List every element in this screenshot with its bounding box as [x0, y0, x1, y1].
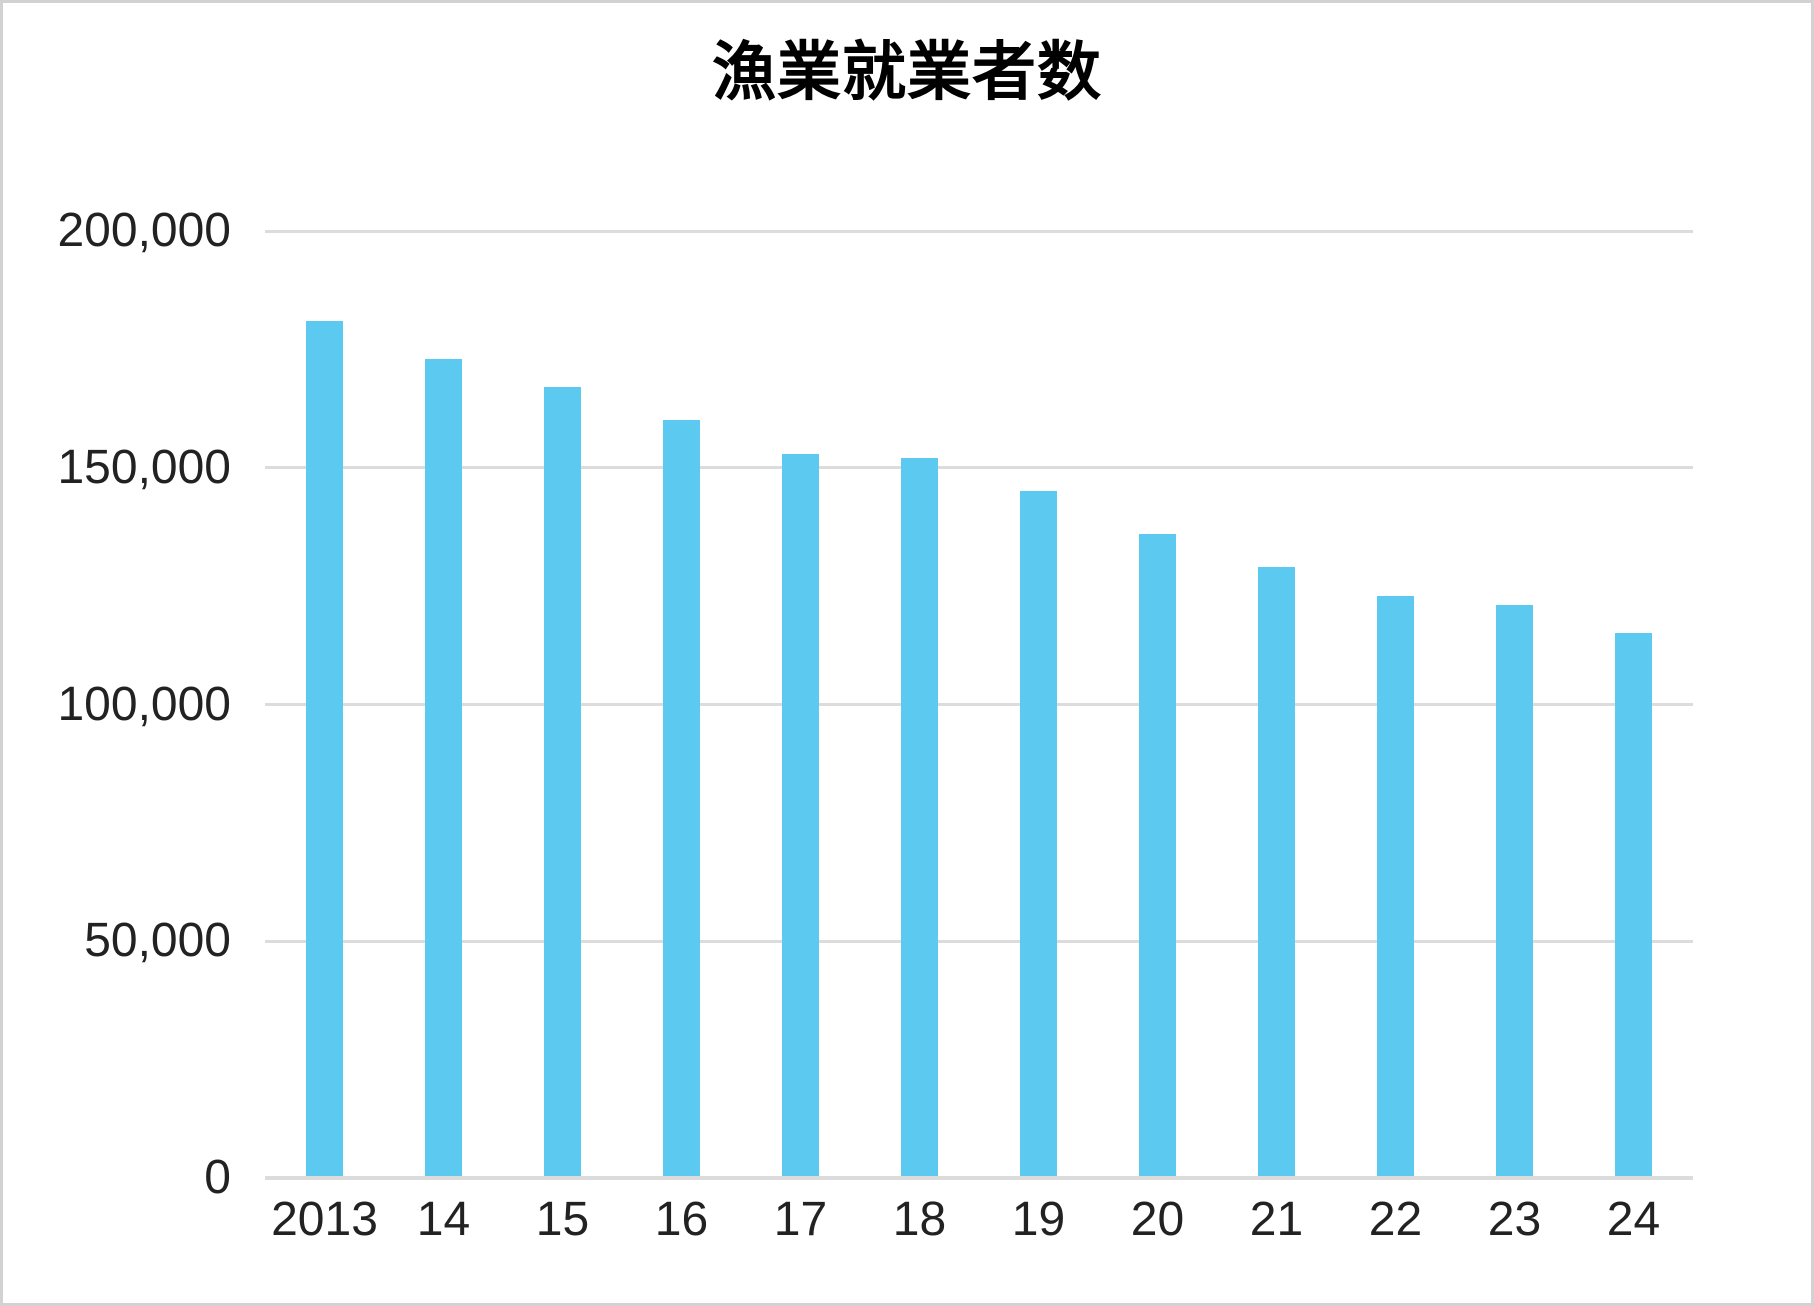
- x-tick-label-14: 14: [416, 1193, 471, 1246]
- x-tick-label-21: 21: [1249, 1193, 1304, 1246]
- x-tick-label-17: 17: [773, 1193, 828, 1246]
- bar-21: [1258, 567, 1295, 1178]
- bar-16: [663, 420, 700, 1178]
- bar-18: [901, 458, 938, 1178]
- gridline-150000: [265, 466, 1693, 470]
- y-tick-label-100000: 100,000: [57, 677, 231, 731]
- x-tick-label-20: 20: [1130, 1193, 1185, 1246]
- gridline-50000: [265, 939, 1693, 943]
- gridline-200000: [265, 229, 1693, 233]
- bars-group: [265, 231, 1693, 1178]
- bar-22: [1377, 595, 1414, 1178]
- x-tick-label-15: 15: [535, 1193, 590, 1246]
- y-tick-label-50000: 50,000: [84, 914, 231, 968]
- x-axis-line: [265, 1176, 1693, 1180]
- x-tick-label-16: 16: [654, 1193, 709, 1246]
- x-tick-label-19: 19: [1011, 1193, 1066, 1246]
- gridline-100000: [265, 703, 1693, 706]
- bar-23: [1496, 605, 1533, 1178]
- x-tick-label-2013: 2013: [271, 1193, 378, 1246]
- x-tick-label-22: 22: [1368, 1193, 1423, 1246]
- y-tick-label-150000: 150,000: [57, 440, 231, 494]
- plot-area: [265, 229, 1693, 1180]
- x-tick-label-23: 23: [1487, 1193, 1542, 1246]
- bar-14: [425, 358, 462, 1178]
- bar-2013: [306, 320, 343, 1178]
- x-tick-label-24: 24: [1606, 1193, 1661, 1246]
- bar-17: [782, 453, 819, 1178]
- x-tick-label-18: 18: [892, 1193, 947, 1246]
- bar-20: [1139, 534, 1176, 1178]
- y-tick-label-0: 0: [204, 1151, 231, 1204]
- chart-title: 漁業就業者数: [712, 36, 1102, 108]
- y-tick-label-200000: 200,000: [57, 204, 231, 257]
- bar-19: [1020, 491, 1057, 1178]
- bar-15: [544, 387, 581, 1178]
- bar-24: [1615, 633, 1652, 1178]
